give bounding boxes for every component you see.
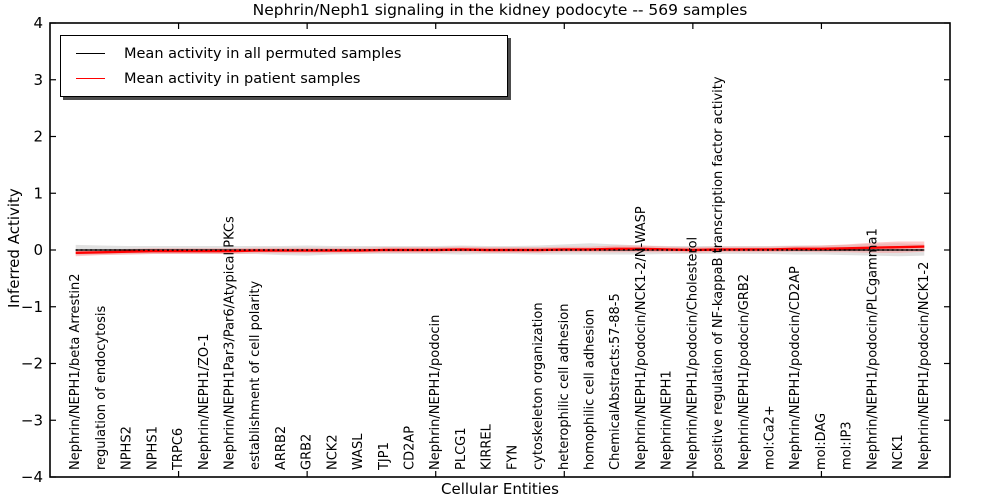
y-tick-label: −2: [21, 355, 43, 373]
x-category-label: TRPC6: [171, 428, 186, 471]
y-tick-label: 2: [33, 128, 43, 146]
x-category-label: mol:DAG: [814, 413, 829, 470]
x-category-label: mol:IP3: [840, 421, 855, 470]
x-category-label: ARRB2: [274, 426, 289, 470]
x-category-label: TJP1: [377, 442, 392, 471]
y-tick-label: −4: [21, 468, 43, 486]
y-tick-label: 3: [33, 71, 43, 89]
x-category-label: NPHS1: [145, 426, 160, 470]
y-tick-label: −3: [21, 411, 43, 429]
x-category-label: regulation of endocytosis: [94, 305, 109, 470]
x-category-label: heterophilic cell adhesion: [557, 304, 572, 471]
legend: Mean activity in all permuted samples Me…: [60, 35, 508, 97]
x-category-label: Nephrin/NEPH1/podocin/NCK1-2/N-WASP: [634, 206, 649, 470]
x-category-label: GRB2: [300, 434, 315, 470]
x-category-label: Nephrin/NEPH1Par3/Par6/Atypical PKCs: [223, 216, 238, 470]
y-tick-label: 4: [33, 14, 43, 32]
x-category-label: Nephrin/NEPH1/podocin/Cholesterol: [685, 237, 700, 470]
x-category-label: CD2AP: [403, 426, 418, 470]
x-category-label: NCK1: [891, 434, 906, 470]
x-category-label: WASL: [351, 433, 366, 470]
legend-label-permuted: Mean activity in all permuted samples: [124, 45, 402, 62]
x-category-label: establishment of cell polarity: [248, 281, 263, 470]
x-category-label: Nephrin/NEPH1/podocin/GRB2: [737, 274, 752, 470]
x-category-label: Nephrin/NEPH1/ZO-1: [197, 334, 212, 470]
x-category-label: Nephrin/NEPH1/podocin: [428, 315, 443, 470]
chart-title: Nephrin/Neph1 signaling in the kidney po…: [252, 1, 748, 19]
x-category-label: Nephrin/NEPH1/podocin/NCK1-2: [917, 262, 932, 470]
x-category-label: homophilic cell adhesion: [583, 309, 598, 470]
x-category-label: FYN: [505, 445, 520, 470]
legend-label-patient: Mean activity in patient samples: [124, 70, 361, 87]
x-category-label: ChemicalAbstracts:57-88-5: [608, 293, 623, 470]
x-axis-label: Cellular Entities: [441, 480, 559, 498]
patient-line-sample: [76, 78, 105, 79]
x-category-label: NCK2: [325, 434, 340, 470]
x-category-label: cytoskeleton organization: [531, 302, 546, 470]
legend-item-patient: Mean activity in patient samples: [76, 66, 499, 91]
x-category-label: Nephrin/NEPH1/beta Arrestin2: [68, 274, 83, 471]
x-category-label: positive regulation of NF-kappaB transcr…: [711, 76, 726, 470]
x-category-label: Nephrin/NEPH1/podocin/PLCgamma1: [865, 228, 880, 470]
x-category-label: PLCG1: [454, 427, 469, 470]
permuted-line-sample: [76, 53, 105, 54]
x-category-label: Nephrin/NEPH1: [660, 370, 675, 470]
y-tick-label: 0: [33, 241, 43, 259]
x-category-label: KIRREL: [480, 423, 495, 470]
x-category-label: NPHS2: [120, 426, 135, 470]
y-tick-label: −1: [21, 298, 43, 316]
y-tick-label: 1: [33, 184, 43, 202]
x-category-label: Nephrin/NEPH1/podocin/CD2AP: [788, 266, 803, 470]
legend-item-permuted: Mean activity in all permuted samples: [76, 41, 499, 66]
x-category-label: mol:Ca2+: [763, 405, 778, 470]
